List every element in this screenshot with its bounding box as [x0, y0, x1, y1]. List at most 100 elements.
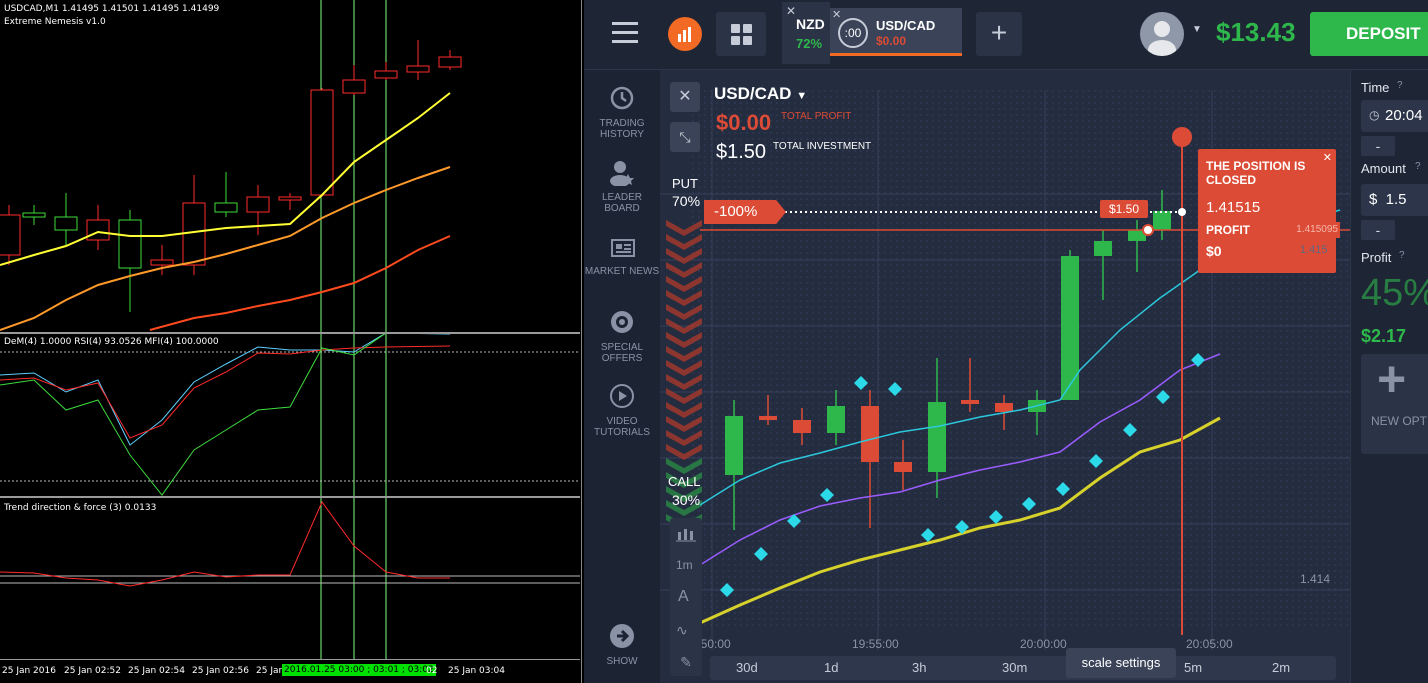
mt4-time-label: 02	[426, 666, 438, 676]
collapse-icon[interactable]: ⤡	[670, 122, 700, 152]
time-decrease-button[interactable]: -	[1361, 136, 1395, 156]
timeframe-30d[interactable]: 30d	[736, 660, 758, 675]
time-field[interactable]: ◷ 20:04	[1361, 100, 1428, 132]
profit-percent: 45%	[1361, 272, 1428, 314]
sidebar-item-label: VIDEO TUTORIALS	[594, 416, 650, 438]
popup-profit-value: $0	[1206, 243, 1222, 259]
tab-symbol: USD/CAD	[876, 18, 936, 33]
deal-amount-tag: $1.50	[1100, 200, 1148, 218]
sidebar-item-market-news[interactable]: MARKET NEWS	[584, 236, 660, 277]
chevron-mark	[666, 360, 702, 376]
add-tab-button[interactable]: +	[976, 12, 1022, 56]
chevron-mark	[666, 388, 702, 404]
timeframe-1d[interactable]: 1d	[824, 660, 839, 675]
candle-body	[861, 406, 879, 462]
sidebar-item-trading-history[interactable]: TRADING HISTORY	[584, 84, 660, 140]
chevron-mark	[666, 346, 702, 362]
close-chart-icon[interactable]: ✕	[670, 82, 700, 112]
sidebar-item-video-tutorials[interactable]: VIDEO TUTORIALS	[584, 382, 660, 438]
indicator-diamond	[787, 514, 801, 528]
mt4-time-label: 25 Jan 2016	[2, 666, 56, 676]
tab-percent: 72%	[796, 36, 823, 51]
news-icon	[611, 239, 635, 257]
sidebar-show-button[interactable]: SHOW	[584, 622, 660, 667]
amount-decrease-button[interactable]: -	[1361, 220, 1395, 240]
avatar[interactable]	[1140, 12, 1184, 56]
candle-body	[1153, 211, 1171, 230]
candle-body	[278, 196, 302, 201]
new-option-button[interactable]: + NEW OPTION	[1361, 351, 1428, 454]
chevron-mark	[666, 318, 702, 334]
amount-field[interactable]: $ 1.5	[1361, 184, 1428, 216]
grid-view-button[interactable]	[716, 12, 766, 56]
help-icon[interactable]: ?	[1399, 250, 1405, 261]
indicator-purple	[699, 353, 1221, 566]
mt4-time-label: 25 Jan 02:54	[128, 666, 185, 676]
time-value: 20:04	[1385, 107, 1423, 124]
left-sidebar: TRADING HISTORY LEADER BOARD MARKET NEWS…	[584, 70, 660, 683]
timeframe-3h[interactable]: 3h	[912, 660, 927, 675]
tab-amount: $0.00	[876, 34, 907, 48]
candle-body	[928, 402, 946, 472]
mt4-chart-canvas	[0, 0, 580, 683]
scale-settings-tooltip: scale settings	[1066, 648, 1176, 678]
close-tab-icon[interactable]: ✕	[786, 4, 797, 18]
profit-label: Profit	[1361, 250, 1392, 265]
mt4-symbol-header: USDCAD,M1 1.41495 1.41501 1.41495 1.4149…	[4, 4, 220, 14]
candle-body	[438, 56, 462, 68]
sidebar-item-leader-board[interactable]: LEADER BOARD	[584, 158, 660, 214]
candle-body	[150, 259, 174, 266]
tab-timer: :00	[838, 18, 868, 48]
chevron-mark	[666, 276, 702, 292]
indicator-diamond	[1022, 497, 1036, 511]
timeframe-bar: 30d 1d 3h 30m 5m 2m	[710, 656, 1336, 680]
arrow-right-icon	[610, 624, 634, 648]
popup-profit-label: PROFIT	[1206, 223, 1250, 237]
new-option-label: NEW OPTION	[1371, 414, 1428, 428]
chevron-mark	[666, 220, 702, 236]
candle-size-button[interactable]: 1m	[676, 558, 693, 572]
chevron-mark	[666, 472, 702, 488]
chevron-mark	[666, 234, 702, 250]
sidebar-item-special-offers[interactable]: SPECIAL OFFERS	[584, 308, 660, 364]
total-investment-value: $1.50	[716, 141, 767, 163]
timeframe-5m[interactable]: 5m	[1184, 660, 1203, 675]
asset-selector[interactable]: USD/CAD ▼	[714, 84, 807, 104]
leaderboard-icon	[610, 161, 634, 186]
chevron-mark	[666, 290, 702, 306]
chart-type-icon[interactable]	[676, 526, 696, 542]
time-label: Time	[1361, 80, 1390, 95]
current-price-tag: 1.415095	[1270, 222, 1340, 238]
plus-icon: +	[1377, 351, 1407, 407]
candle-body	[995, 403, 1013, 412]
help-icon[interactable]: ?	[1415, 161, 1421, 172]
candle-body	[1061, 256, 1079, 400]
deposit-button[interactable]: DEPOSIT	[1310, 12, 1428, 56]
indicators-icon[interactable]: A	[678, 588, 689, 605]
amount-label: Amount	[1361, 161, 1406, 176]
indicator-diamond	[820, 488, 834, 502]
close-popup-icon[interactable]: ✕	[1322, 152, 1332, 164]
indicator-diamond	[1089, 454, 1103, 468]
trade-panel: Time ? ◷ 20:04 - Amount ? $ 1.5 - Profit…	[1350, 70, 1428, 683]
clock-icon: ◷	[1369, 108, 1380, 122]
drawing-tools-icon[interactable]: ∿	[676, 622, 688, 638]
profit-amount: $2.17	[1361, 326, 1407, 346]
menu-icon[interactable]	[612, 22, 638, 44]
timeframe-30m[interactable]: 30m	[1002, 660, 1028, 675]
mt4-time-label: 25 Jan 02:5	[256, 666, 307, 676]
price-level: 1.415	[1300, 244, 1328, 256]
trading-chart[interactable]: ✕ ⤡ USD/CAD ▼ $0.00 TOTAL PROFIT $1.50 T…	[660, 70, 1350, 683]
candle-body	[246, 196, 270, 213]
asset-tab-usdcad[interactable]: ✕ :00 USD/CAD $0.00	[830, 8, 962, 56]
chevron-down-icon[interactable]: ▼	[1192, 24, 1202, 35]
asset-tab-nzd[interactable]: ✕ NZD 72%	[782, 2, 830, 64]
help-icon[interactable]: ?	[1397, 80, 1403, 91]
chevron-mark	[666, 500, 702, 516]
time-axis-label: 20:05:00	[1186, 637, 1233, 651]
candle-body	[1094, 241, 1112, 256]
pencil-icon[interactable]: ✎	[670, 648, 702, 676]
timeframe-2m[interactable]: 2m	[1272, 660, 1291, 675]
close-tab-icon[interactable]: ✕	[832, 9, 842, 21]
candle-body	[759, 416, 777, 420]
